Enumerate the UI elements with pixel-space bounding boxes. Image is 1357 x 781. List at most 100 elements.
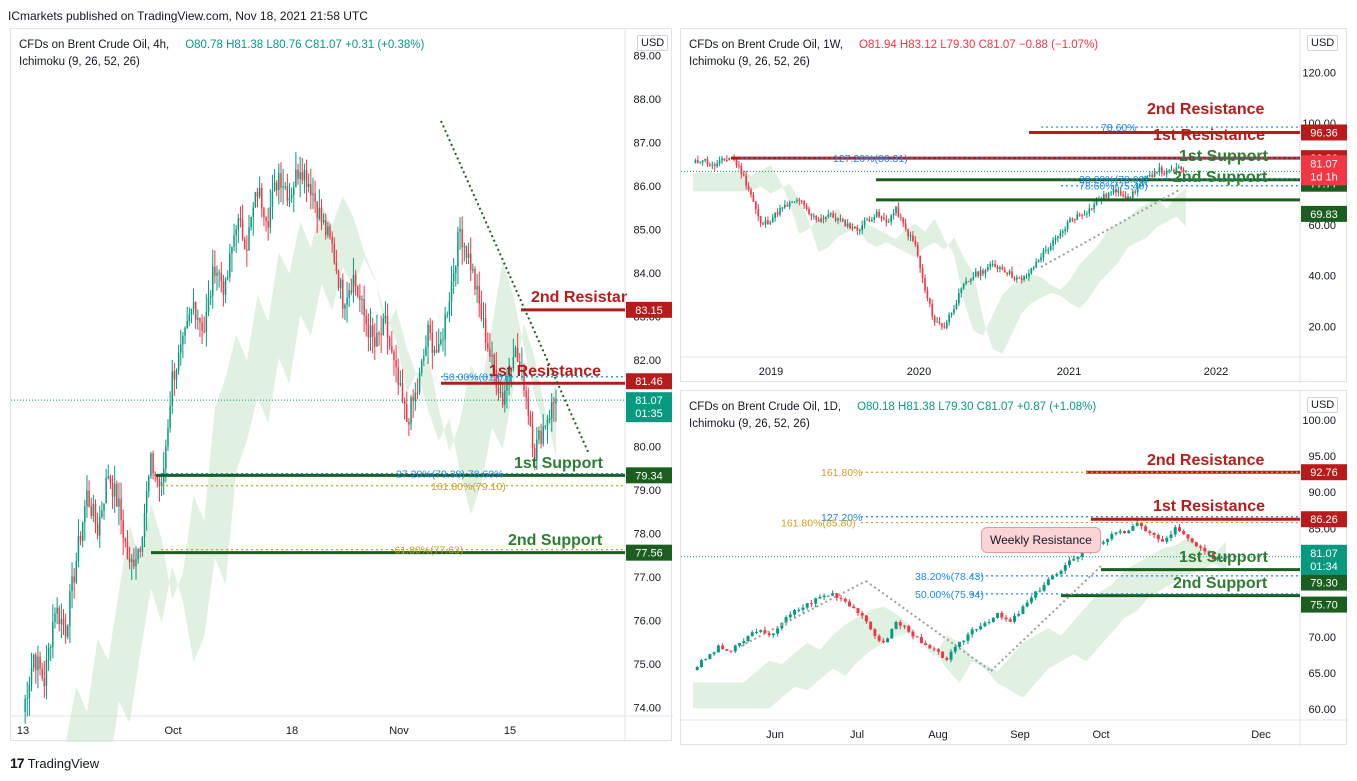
chart-1w-svg[interactable]: 78.60% 127.20%(86.31) 38.20%(78.03)78.60%(…	[681, 29, 1348, 383]
candle-body	[919, 637, 923, 644]
candle-body	[510, 368, 512, 372]
currency-button[interactable]: USD	[637, 35, 669, 51]
x-tick-label: Aug	[928, 729, 948, 741]
x-tick-label: 18	[286, 725, 298, 737]
candle-body	[1160, 167, 1163, 174]
candle-body	[957, 293, 960, 304]
candle-body	[1023, 276, 1025, 280]
candle-body	[1199, 546, 1203, 548]
label-2nd-resistance: 2nd Resistance	[1147, 101, 1265, 118]
candle-body	[1186, 534, 1190, 539]
candle-body	[932, 648, 936, 650]
candle-body	[420, 360, 423, 374]
candle-body	[444, 314, 446, 340]
candle-body	[880, 216, 883, 218]
price-tag-text: 77.56	[635, 548, 663, 560]
candle-body	[983, 622, 987, 627]
tradingview-logo[interactable]: 17 TradingView	[10, 755, 99, 771]
x-tick-label: Oct	[164, 725, 181, 737]
candle-body	[1086, 213, 1088, 215]
candle-body	[798, 199, 801, 201]
x-tick-label: 13	[17, 725, 29, 737]
candle-body	[497, 387, 500, 393]
candle-body	[152, 453, 154, 474]
candle-body	[337, 270, 340, 289]
annotation-weekly-resistance[interactable]: Weekly Resistance	[981, 527, 1101, 553]
chart-panel-1w[interactable]: 78.60% 127.20%(86.31) 38.20%(78.03) 78.60%(…	[680, 28, 1348, 383]
currency-button[interactable]: USD	[1307, 397, 1339, 413]
chart-1d-svg[interactable]: 161.80% 127.20%161.80%(85.80) 38.20%(78.43…	[681, 391, 1348, 746]
candle-body	[974, 271, 977, 277]
candle-body	[809, 603, 813, 605]
label-2nd-support: 2nd Support	[1173, 169, 1268, 186]
candle-body	[1018, 277, 1021, 279]
candle-body	[931, 303, 934, 317]
candle-body	[984, 270, 987, 274]
candle-body	[536, 439, 538, 460]
candle-body	[299, 172, 301, 179]
chart-4h-svg[interactable]: 50.00%(81.61) 27.20%(79.38) 78.60%161.80%…	[11, 29, 673, 742]
candle-body	[1055, 574, 1059, 576]
candle-body	[226, 277, 229, 279]
candle-body	[1072, 558, 1076, 561]
candle-body	[873, 217, 876, 220]
candle-body	[965, 281, 967, 284]
candle-body	[754, 631, 758, 633]
candle-body	[1063, 565, 1067, 571]
candle-body	[47, 648, 50, 660]
candle-body	[966, 634, 970, 641]
candle-body	[829, 213, 832, 215]
candle-body	[919, 255, 922, 269]
candle-body	[818, 597, 822, 599]
price-tag-text: 69.83	[1310, 209, 1338, 221]
candle-body	[783, 204, 786, 208]
candle-body	[429, 324, 431, 333]
candle-body	[1015, 277, 1018, 280]
candle-body	[728, 157, 731, 161]
candle-body	[788, 202, 791, 207]
candle-body	[849, 223, 851, 229]
price-tag-current	[1301, 544, 1347, 575]
candle-body	[967, 281, 970, 283]
candle-body	[752, 194, 755, 202]
currency-button[interactable]: USD	[1307, 35, 1339, 51]
candle-body	[1093, 204, 1096, 209]
chart-panel-1d[interactable]: 161.80% 127.20% 161.80%(85.80) 38.20%(78.43…	[680, 390, 1348, 746]
candle-body	[243, 239, 246, 250]
candle-body	[278, 173, 280, 190]
candle-body	[239, 218, 242, 221]
chart-panel-4h[interactable]: 50.00%(81.61) 27.20%(79.38) 78.60% 161.80%…	[10, 28, 673, 742]
candle-body	[953, 646, 957, 652]
y-tick-label: 89.00	[633, 51, 661, 63]
candle-body	[130, 559, 133, 563]
candle-body	[216, 272, 218, 276]
candle-body	[945, 322, 948, 328]
candle-body	[1180, 166, 1183, 170]
candle-body	[433, 349, 436, 353]
candle-body	[1057, 236, 1059, 239]
candle-body	[69, 591, 71, 626]
candle-body	[301, 172, 304, 181]
candle-body	[1046, 579, 1050, 585]
candle-body	[776, 628, 780, 634]
candle-body	[77, 535, 80, 561]
candle-body	[62, 619, 65, 626]
candle-body	[709, 164, 711, 166]
candle-body	[883, 217, 885, 220]
tradingview-logo-icon: 17	[10, 755, 25, 771]
candle-body	[718, 160, 721, 164]
candle-body	[246, 249, 248, 251]
candle-body	[725, 649, 729, 651]
candle-body	[165, 446, 167, 469]
candle-body	[712, 652, 716, 655]
candle-body	[805, 603, 809, 608]
candle-body	[938, 321, 941, 324]
x-tick-label: 2021	[1057, 366, 1081, 378]
candle-body	[367, 324, 370, 338]
legend-ohlc: O80.18 H81.38 L79.30 C81.07 +0.87 (+1.08…	[857, 401, 1097, 413]
trendline	[740, 580, 867, 647]
candle-body	[1114, 532, 1118, 534]
candle-body	[465, 245, 468, 258]
candle-body	[290, 194, 293, 199]
legend-4h: CFDs on Brent Crude Oil, 4h, O80.78 H81.…	[19, 37, 424, 71]
